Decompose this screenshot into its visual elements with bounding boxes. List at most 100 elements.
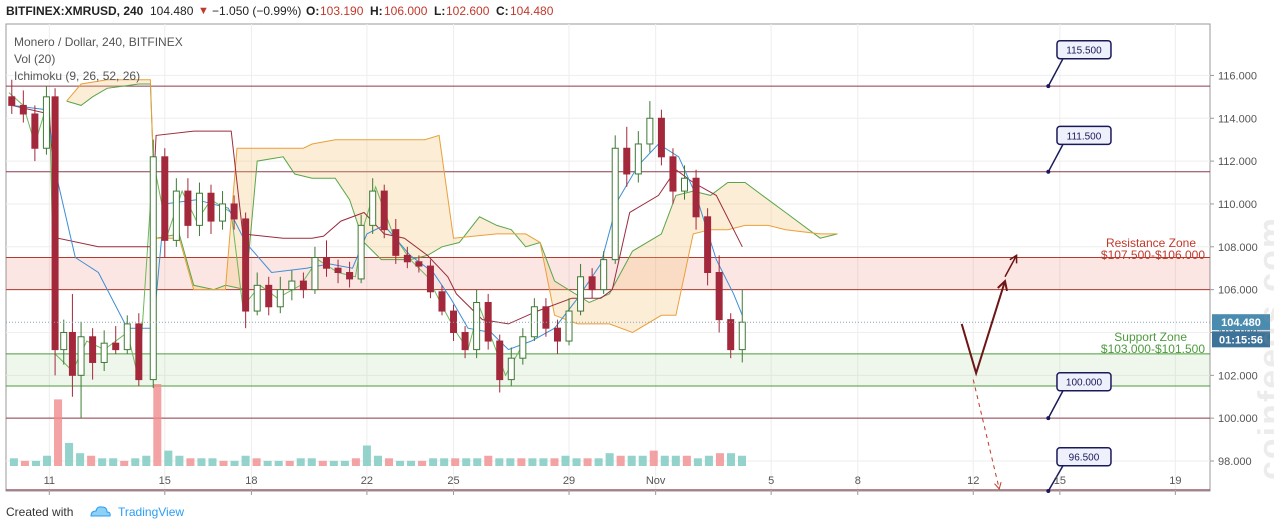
x-tick-label: 8 <box>855 475 861 487</box>
volume-bar <box>285 460 294 466</box>
y-tick-label: 114.000 <box>1218 113 1257 125</box>
volume-bar <box>506 458 515 466</box>
candle-body <box>172 190 180 241</box>
tradingview-link[interactable]: TradingView <box>118 505 185 519</box>
candle-body <box>19 104 27 115</box>
volume-bar <box>362 445 371 466</box>
candle-body <box>577 276 585 312</box>
price-axis[interactable]: 98.000100.000102.000104.000106.000108.00… <box>1210 70 1258 468</box>
volume-bar <box>131 458 140 466</box>
volume-bar <box>627 455 636 466</box>
volume-bar <box>605 453 614 466</box>
candle-body <box>542 306 550 329</box>
volume-bar <box>660 455 669 466</box>
callout-pointer <box>1047 390 1064 419</box>
down-arrow-icon: ▼ <box>198 5 209 17</box>
x-tick-label: 22 <box>361 475 373 487</box>
ichimoku-cloud <box>66 79 838 333</box>
legend-volume[interactable]: Vol (20) <box>14 52 55 66</box>
candle-body <box>681 177 689 192</box>
level-callouts: 115.500 111.500 100.000 96.500 <box>1046 39 1112 493</box>
volume-bar <box>296 458 305 466</box>
created-with-label: Created with <box>6 505 74 519</box>
y-tick-label: 98.000 <box>1218 456 1252 468</box>
watermark: coinfeeds.com <box>1222 40 1274 480</box>
chart-legend: Monero / Dollar, 240, BITFINEX Vol (20) … <box>14 35 183 83</box>
volume-bar <box>219 460 228 466</box>
ichimoku-cloud-fill <box>66 79 838 333</box>
candle-body <box>438 291 446 312</box>
volume-bar <box>153 384 162 466</box>
candle-body <box>346 271 354 280</box>
symbol-name[interactable]: BITFINEX:XMRUSD, 240 <box>6 4 144 18</box>
volume-bar <box>594 458 603 466</box>
volume-bar <box>384 458 394 466</box>
high-label: H: <box>370 4 383 18</box>
volume-bar <box>682 455 691 466</box>
support-zone-name: Support Zone <box>1114 330 1187 344</box>
candle-body <box>484 301 492 342</box>
y-tick-label: 106.000 <box>1218 285 1258 297</box>
candle-body <box>265 284 273 308</box>
volume-bar <box>715 453 724 466</box>
time-axis[interactable]: 11 15 18 22 25 29 Nov 5 8 12 15 19 <box>44 475 1182 495</box>
volume-bar <box>693 458 702 466</box>
candle-body <box>692 177 700 218</box>
callout-box <box>1056 125 1112 146</box>
candle-body <box>8 96 16 106</box>
callout-box <box>1056 446 1112 467</box>
candle-body <box>553 327 561 342</box>
candle-body <box>611 147 619 261</box>
projection-arrowhead <box>997 279 1008 292</box>
volume-bar <box>252 458 261 466</box>
symbol-header: BITFINEX:XMRUSD, 240 104.480 ▼ −1.050 (−… <box>0 0 1274 24</box>
x-tick-label: 15 <box>1054 475 1066 487</box>
volume-bar <box>572 458 581 466</box>
candle-body <box>242 218 250 312</box>
x-tick-label: 5 <box>768 475 774 487</box>
price-label-text: 01:15:56 <box>1219 334 1263 346</box>
candle-body <box>77 336 85 376</box>
volume-bar <box>583 458 592 466</box>
candle-body <box>415 261 423 267</box>
volume-bar <box>42 455 52 466</box>
volume-bar <box>120 460 129 466</box>
price-chart[interactable]: 115.500 111.500 100.000 96.500 Resistance Z… <box>0 0 1274 497</box>
candle-body <box>357 224 365 280</box>
high-value: 106.000 <box>384 4 428 18</box>
candle-body <box>207 192 215 222</box>
candle-body <box>253 284 261 312</box>
volume-bar <box>142 455 151 466</box>
candle-body <box>519 336 527 359</box>
candle-body <box>51 96 59 351</box>
open-value: 103.190 <box>320 4 364 18</box>
y-tick-label: 112.000 <box>1218 156 1257 168</box>
candle-body <box>600 259 608 291</box>
volume-bar <box>241 455 250 466</box>
volume-bar <box>20 460 29 466</box>
candle-body <box>565 310 573 342</box>
volume-bar <box>274 460 283 466</box>
legend-ichimoku[interactable]: Ichimoku (9, 26, 52, 26) <box>14 69 140 83</box>
volume-bar <box>396 460 405 466</box>
candle-body <box>311 257 319 291</box>
resistance-zone-range: $107.500-$106.000 <box>1101 248 1205 262</box>
volume-bar <box>528 458 537 466</box>
candle-body <box>276 289 284 308</box>
zone-labels: Resistance Zone $107.500-$106.000 Suppor… <box>1101 236 1205 356</box>
candle-body <box>634 143 642 175</box>
volume-bar <box>307 458 316 466</box>
callout-pointer <box>1047 465 1064 492</box>
volume-bar <box>98 458 107 466</box>
candle-body <box>704 216 712 273</box>
volume-bar <box>550 458 559 466</box>
price-change: −1.050 (−0.99%) <box>212 4 302 18</box>
volume-bar <box>31 460 40 466</box>
candle-body <box>31 113 39 149</box>
candle-body <box>715 271 723 321</box>
callout-anchor-dot <box>1046 169 1051 174</box>
volume-bar <box>109 458 118 466</box>
callout-label: 96.500 <box>1069 453 1100 464</box>
price-label-box <box>1212 314 1270 331</box>
callout-pointer <box>1047 144 1064 173</box>
